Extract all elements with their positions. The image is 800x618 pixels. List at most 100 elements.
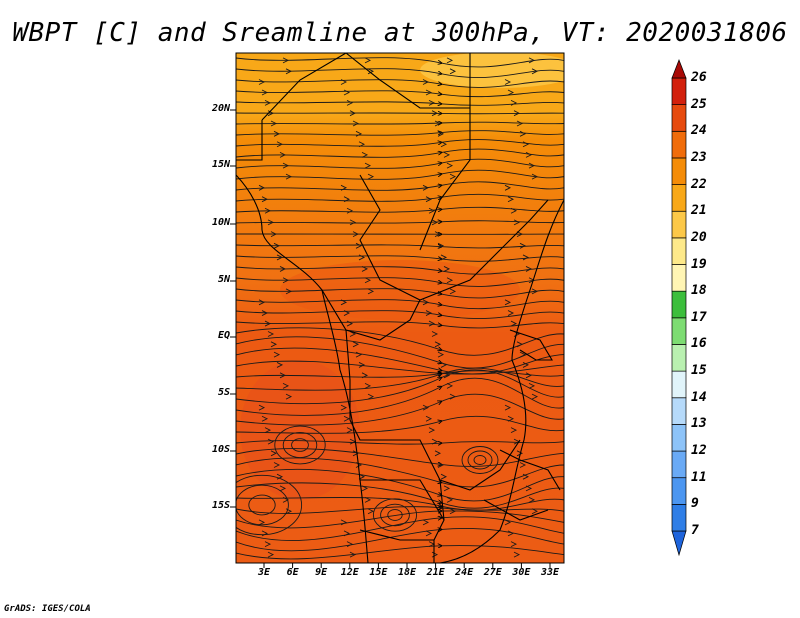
streamline-arrow <box>425 415 433 422</box>
streamline-arrow <box>513 110 521 117</box>
colorbar-label: 24 <box>691 123 707 139</box>
streamline-arrow <box>437 130 445 137</box>
streamline-arrow <box>276 362 284 368</box>
streamline <box>236 482 564 509</box>
axis-ticks <box>230 109 551 568</box>
colorbar-segment <box>671 397 687 425</box>
streamline-arrow <box>367 173 375 180</box>
streamline <box>236 122 564 124</box>
country-borders <box>236 53 564 563</box>
streamline-arrow <box>449 173 457 180</box>
streamline-arrow <box>349 551 357 558</box>
streamline-arrow <box>434 231 442 238</box>
streamline-arrow <box>367 68 375 75</box>
colorbar-segment <box>671 104 687 132</box>
colorbar-label: 11 <box>691 469 707 485</box>
streamline-arrow <box>358 141 366 148</box>
streamline <box>236 415 564 434</box>
streamline-arrow <box>261 89 269 96</box>
streamline-arrow <box>434 450 442 457</box>
streamline-arrow <box>270 450 278 457</box>
map-frame <box>235 52 565 564</box>
streamline <box>236 193 564 202</box>
streamline-arrow <box>364 383 372 389</box>
streamline-arrow <box>440 362 448 368</box>
lat-tick-label: 10S <box>211 444 230 455</box>
streamline-arrow <box>437 351 445 358</box>
streamline <box>236 68 564 78</box>
colorbar-label: 7 <box>691 523 699 538</box>
streamline-arrow <box>258 519 266 526</box>
lon-tick-label: 24E <box>455 567 474 578</box>
streamline-arrow <box>449 288 457 295</box>
streamline-arrow <box>519 242 527 249</box>
streamline-arrow <box>340 79 348 85</box>
streamline <box>236 255 564 262</box>
streamline <box>236 517 564 541</box>
streamline-arrow <box>267 331 275 337</box>
streamline <box>236 393 564 426</box>
streamline-arrow <box>507 310 515 316</box>
streamline-arrow <box>425 310 433 316</box>
colorbar-label: 22 <box>691 176 707 192</box>
streamline-arrow <box>352 450 360 457</box>
streamline-vortex <box>467 450 493 470</box>
streamline-arrow <box>446 57 454 64</box>
colorbar-label: 26 <box>691 70 707 85</box>
streamline-arrow <box>361 266 369 272</box>
streamline-arrow <box>267 219 275 226</box>
streamline-arrow <box>340 519 348 526</box>
streamline-arrow <box>422 184 430 191</box>
streamline-arrow <box>516 341 524 348</box>
streamline-arrow <box>522 254 530 261</box>
lat-tick-label: EQ <box>217 330 230 341</box>
colorbar-label: 12 <box>691 443 707 459</box>
streamline-arrow <box>346 320 354 327</box>
colorbar-segment <box>671 157 687 185</box>
streamline-arrow <box>519 351 527 358</box>
streamline-arrow <box>507 415 515 422</box>
streamline-arrow <box>285 393 293 400</box>
streamline-arrow <box>446 277 454 284</box>
lon-tick-label: 6E <box>286 567 299 578</box>
lon-tick-label: 15E <box>369 567 388 578</box>
streamline-arrow <box>367 508 375 515</box>
streamline-arrow <box>264 207 272 214</box>
streamline <box>236 266 564 275</box>
colorbar <box>671 59 687 557</box>
streamline <box>236 370 564 378</box>
colorbar-segment <box>671 370 687 399</box>
streamline-arrow <box>346 99 354 106</box>
streamline-arrow <box>258 404 266 411</box>
streamline-arrow <box>285 288 293 295</box>
streamline-arrow <box>261 196 269 203</box>
streamline-vortex <box>461 446 499 474</box>
streamline <box>236 369 564 405</box>
streamline-arrow <box>285 173 293 180</box>
colorbar-label: 25 <box>691 96 707 112</box>
grads-credit: GrADS: IGES/COLA <box>4 604 91 614</box>
streamline-arrow <box>437 462 445 468</box>
streamline-arrow <box>340 184 348 191</box>
streamline-arrow <box>507 89 515 96</box>
streamline <box>236 158 564 169</box>
streamline-vortex <box>291 438 309 452</box>
map-title: WBPT [C] and Sreamline at 300hPa, VT: 20… <box>12 18 788 48</box>
streamline-arrow <box>258 184 266 191</box>
streamline <box>236 321 564 329</box>
lat-tick-label: 5N <box>217 274 230 285</box>
streamline-arrow <box>264 99 272 106</box>
streamline-vortex <box>473 455 487 465</box>
streamline <box>236 130 564 136</box>
streamline-arrow <box>528 496 536 503</box>
streamline-arrow <box>519 130 527 137</box>
streamline <box>236 468 564 502</box>
lon-tick-label: 3E <box>257 567 271 578</box>
colorbar-segment <box>671 450 687 479</box>
streamline-arrow <box>528 57 536 64</box>
streamline-arrow <box>434 341 442 348</box>
streamline <box>236 299 564 310</box>
colorbar-min-arrow <box>671 530 687 557</box>
streamline-arrow <box>525 485 533 492</box>
